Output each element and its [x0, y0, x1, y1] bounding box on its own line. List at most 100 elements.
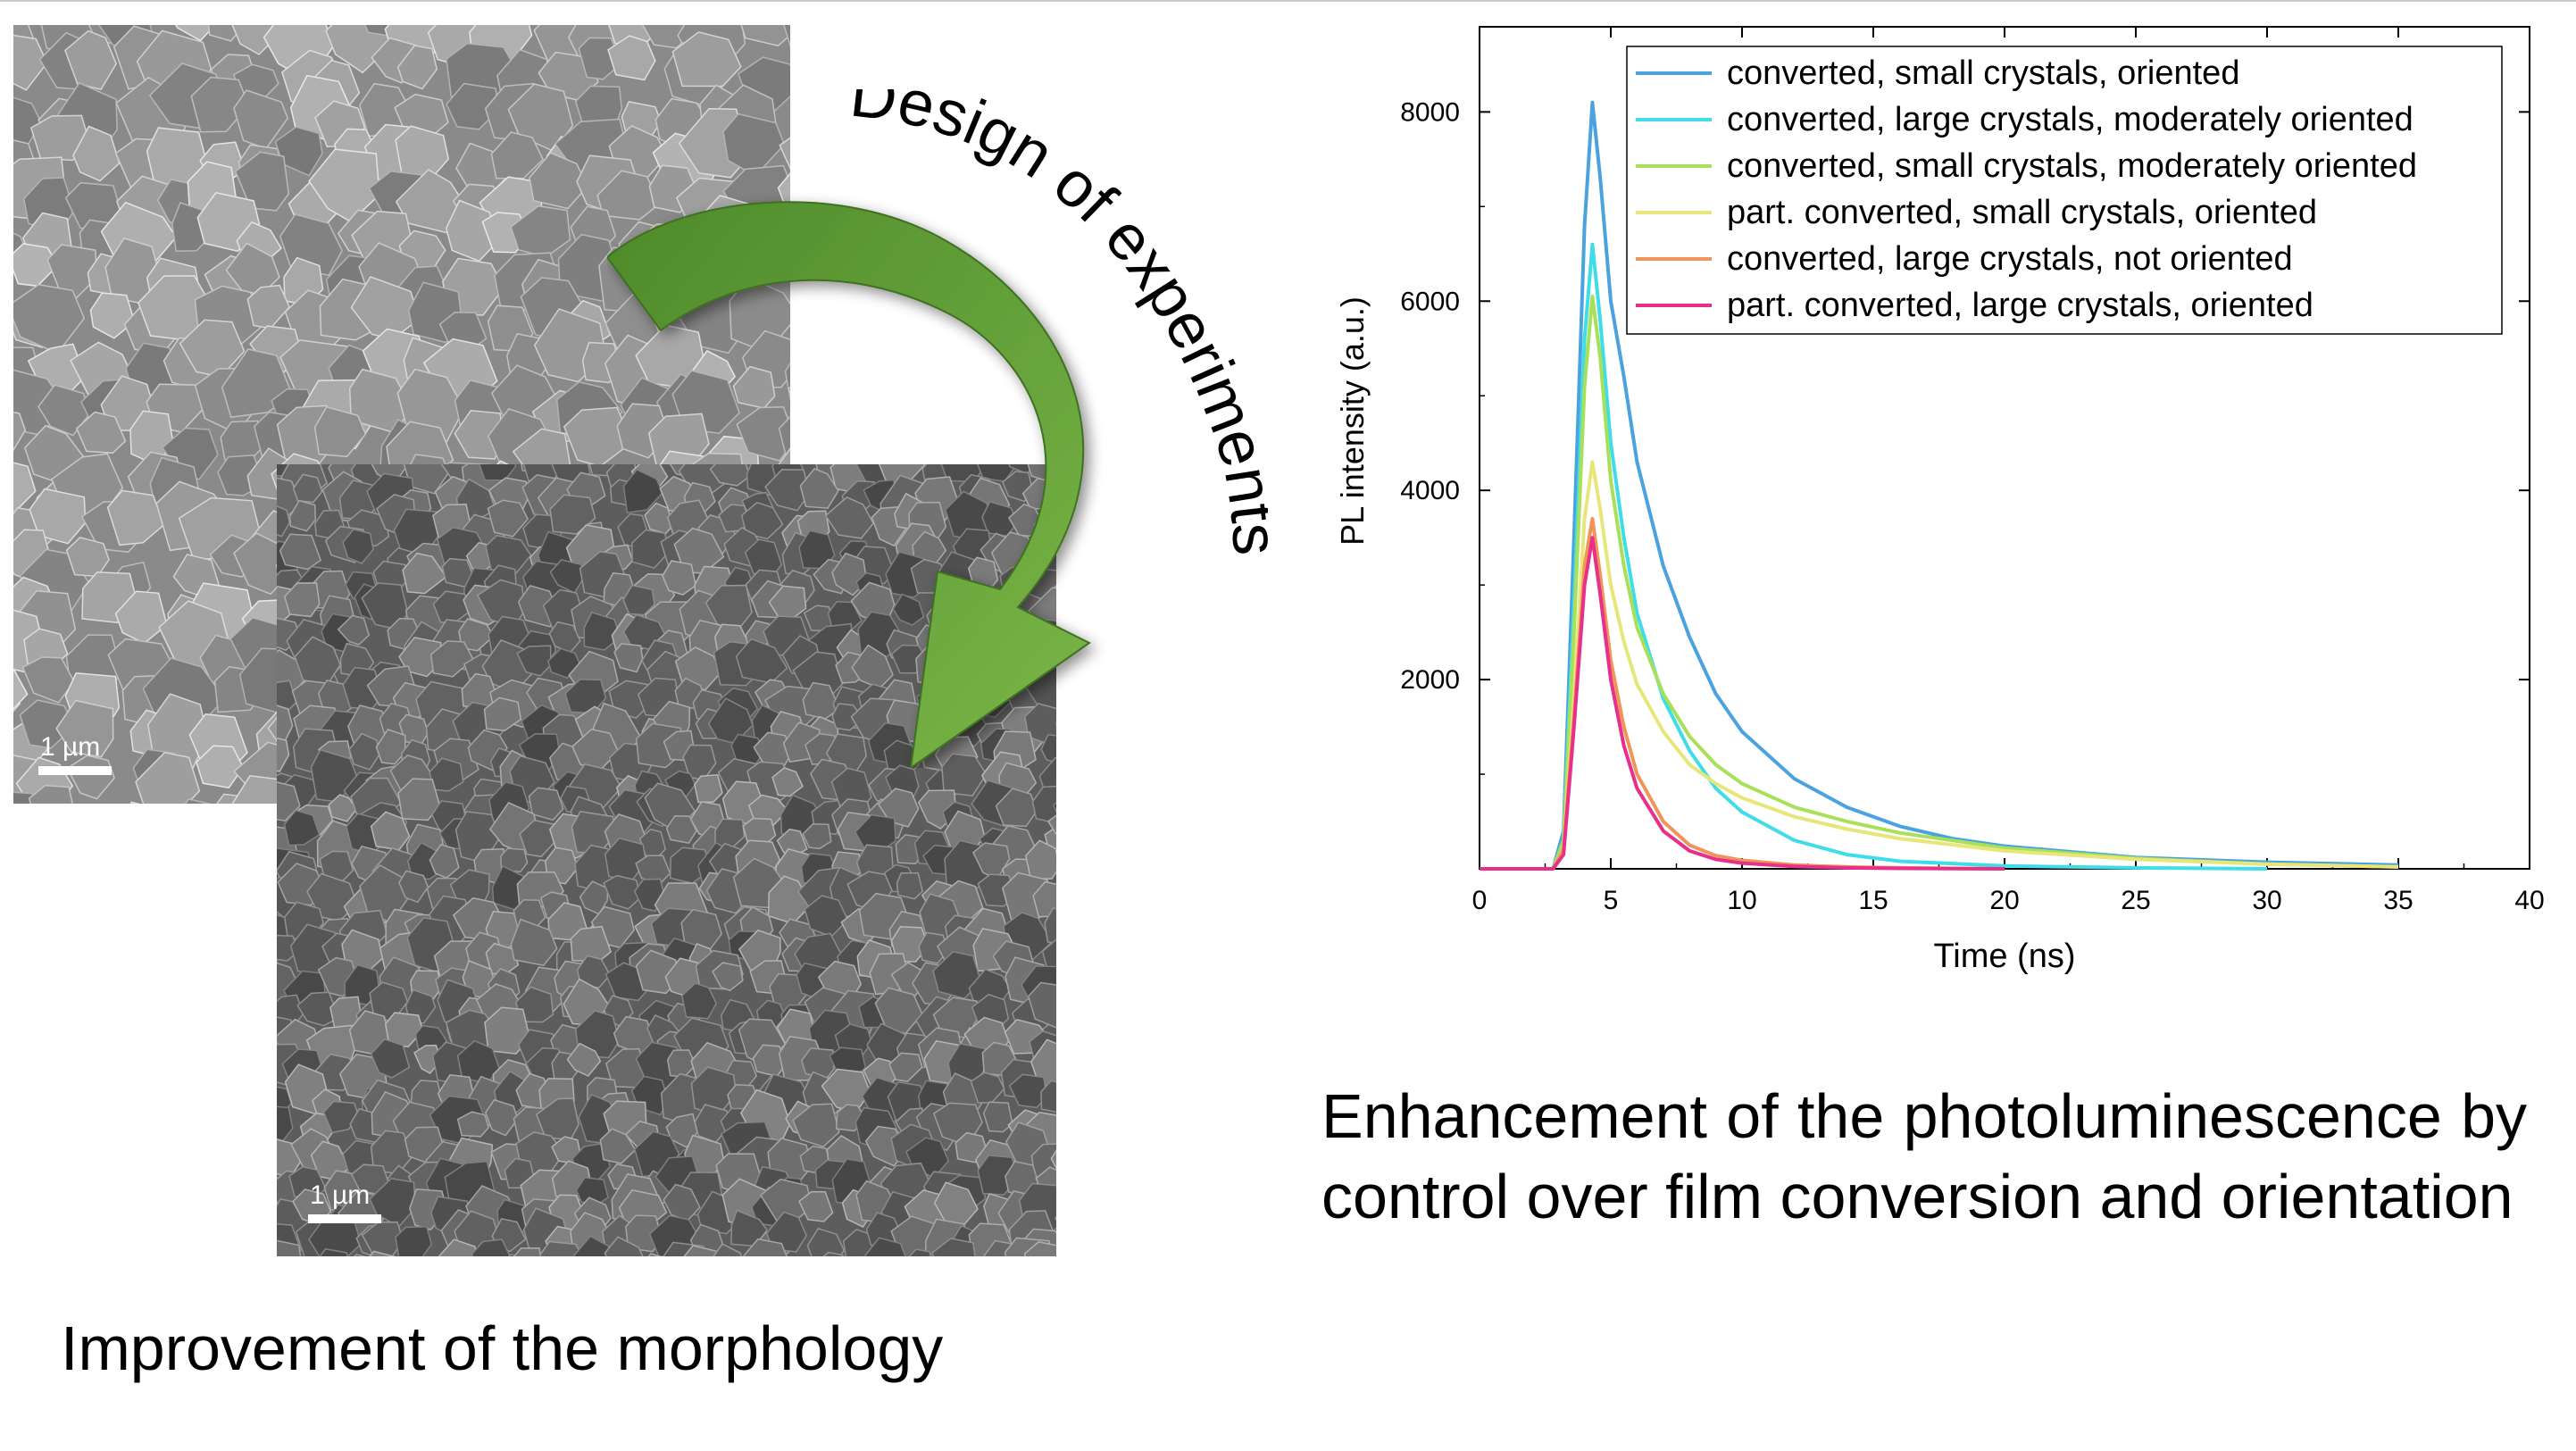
sem-grain — [438, 1238, 478, 1256]
sem-grain — [487, 499, 529, 538]
pl-chart: 0 5 10 15 20 25 30 35 40 2000 4000 6000 8000 Time (ns… — [1334, 26, 2545, 975]
sem-grain — [479, 464, 517, 481]
sem-grain — [75, 411, 127, 454]
sem-grain — [398, 870, 429, 904]
sem-grain — [72, 125, 121, 182]
sem-grain — [174, 25, 216, 42]
sem-grain — [583, 611, 621, 651]
sem-grain — [694, 774, 723, 804]
sem-grain — [539, 1240, 584, 1256]
scale-bar-before — [38, 766, 112, 775]
sem-grain — [798, 1190, 834, 1222]
y-tick-label: 8000 — [1400, 97, 1460, 127]
sem-grain — [13, 284, 86, 354]
sem-grain — [1030, 1038, 1056, 1088]
sem-grain — [930, 1238, 976, 1256]
sem-grain — [398, 637, 442, 678]
sem-image-after-texture — [277, 464, 1056, 1256]
sem-grain — [370, 1038, 411, 1079]
legend-box — [1626, 46, 2503, 335]
sem-grain — [277, 737, 290, 772]
sem-grain — [742, 1238, 788, 1256]
sem-grain — [1031, 785, 1056, 824]
sem-grain — [283, 582, 321, 618]
sem-grain — [13, 411, 27, 452]
sem-grain — [395, 1226, 433, 1256]
sem-grain — [680, 982, 718, 1020]
sem-grain — [596, 170, 661, 221]
sem-grain — [603, 874, 642, 910]
sem-grain — [348, 732, 380, 771]
scale-label-before: 1 µm — [40, 732, 101, 762]
sem-grain — [683, 1245, 720, 1256]
sem-grain — [604, 1236, 644, 1256]
series-line-3 — [1480, 295, 2399, 871]
sem-grain — [277, 1239, 302, 1256]
sem-grain — [802, 822, 832, 850]
sem-grain — [799, 467, 839, 509]
sem-grain — [234, 151, 290, 212]
sem-grain — [29, 114, 90, 162]
sem-grain — [788, 386, 790, 396]
sem-grain — [277, 781, 301, 822]
sem-image-after: 1 µm — [277, 464, 1056, 1256]
sem-grain — [932, 950, 982, 1000]
sem-grain — [1024, 1240, 1056, 1256]
series-line-4 — [1480, 460, 2399, 871]
sem-grain — [292, 473, 323, 504]
sem-grain — [484, 1098, 519, 1137]
series-line-1 — [1480, 100, 2399, 871]
sem-grain — [129, 801, 140, 804]
sem-grain — [196, 745, 245, 789]
x-tick-label: 15 — [1858, 886, 1888, 915]
sem-grain — [783, 25, 790, 48]
sem-grain — [46, 244, 98, 299]
sem-grain — [354, 1254, 367, 1256]
sem-grain — [1052, 801, 1056, 813]
sem-grain — [38, 384, 91, 437]
sem-grain — [446, 82, 499, 130]
sem-grain — [296, 991, 341, 1027]
sem-grain — [184, 798, 212, 804]
sem-grain — [822, 1251, 845, 1256]
sem-grain — [64, 29, 118, 90]
legend-label-6: part. converted, large crystals, oriente… — [1727, 287, 2313, 324]
sem-grain — [277, 1105, 294, 1142]
sem-grain — [65, 537, 110, 578]
sem-grain — [490, 131, 545, 179]
sem-grain — [397, 778, 441, 821]
sem-grain — [566, 1042, 602, 1077]
sem-grain — [277, 505, 291, 538]
legend-label-2: converted, large crystals, moderately or… — [1727, 101, 2413, 138]
series-line-5 — [1480, 517, 2005, 871]
sem-grain — [576, 955, 612, 988]
y-tick-label: 6000 — [1400, 287, 1460, 316]
scale-label-after: 1 µm — [310, 1180, 371, 1210]
sem-grain — [483, 696, 522, 731]
sem-grain — [384, 1012, 424, 1048]
sem-grain — [1032, 880, 1056, 918]
sem-grain — [396, 45, 438, 90]
sem-grain — [28, 784, 73, 804]
y-tick-label: 4000 — [1400, 476, 1460, 505]
legend-label-5: converted, large crystals, not oriented — [1727, 240, 2293, 278]
sem-grain — [863, 1237, 906, 1256]
sem-grain — [982, 1101, 1013, 1133]
caption-morphology: Improvement of the morphology — [61, 1313, 944, 1383]
sem-grain — [513, 1247, 542, 1256]
design-of-experiments-arrow: Design of experiments — [607, 89, 1268, 768]
sem-grain — [824, 496, 874, 539]
sem-grain — [665, 814, 697, 845]
sem-grain — [647, 1253, 662, 1256]
sem-grain — [1008, 1073, 1048, 1109]
sem-grain — [918, 931, 949, 964]
sem-grain — [547, 647, 581, 680]
legend-label-1: converted, small crystals, oriented — [1727, 54, 2239, 92]
sem-grain — [484, 1006, 531, 1055]
x-tick-label: 30 — [2252, 886, 2281, 915]
sem-grain — [712, 962, 744, 992]
sem-grain — [622, 469, 663, 513]
sem-grain — [1040, 1080, 1056, 1113]
sem-grain — [510, 918, 558, 967]
